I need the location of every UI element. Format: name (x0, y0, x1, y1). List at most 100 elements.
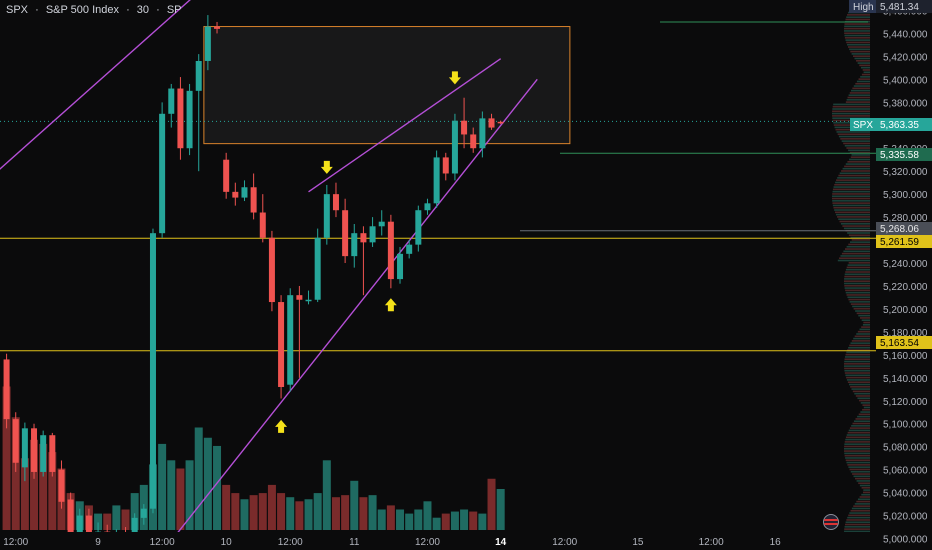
volume-bar (304, 499, 313, 530)
high-tag-text: High (853, 2, 874, 13)
profile-bar (858, 314, 870, 317)
profile-bar (845, 521, 870, 524)
candle-body (159, 113, 166, 234)
level-1-text: 5,335.58 (880, 150, 919, 161)
profile-bar (847, 14, 870, 16)
volume-bar (130, 493, 139, 530)
profile-bar (844, 144, 870, 147)
candle-body (397, 253, 404, 280)
volume-bar (295, 501, 304, 530)
profile-bar (844, 23, 870, 25)
price-axis[interactable]: 5,000.000 5,020.000 5,040.000 5,060.000 5,08… (876, 0, 932, 550)
profile-bar (856, 333, 870, 335)
signal-arrows (275, 71, 461, 433)
profile-bar (833, 186, 870, 188)
profile-bar (846, 41, 870, 44)
profile-bar (849, 92, 870, 94)
profile-bar (844, 27, 870, 30)
profile-bar (832, 202, 870, 204)
profile-bar (857, 415, 870, 418)
volume-bar (2, 386, 11, 530)
profile-bar (863, 489, 870, 491)
volume-bar (396, 509, 405, 530)
volume-bar (94, 513, 103, 530)
profile-bar (847, 161, 870, 163)
profile-bar (850, 236, 870, 239)
profile-bar (852, 390, 870, 393)
candle-body (433, 157, 440, 204)
volume-bar (478, 513, 487, 530)
candle-body (406, 244, 413, 254)
volume-bar (185, 460, 194, 530)
profile-bar (844, 441, 870, 443)
profile-bar (855, 477, 870, 480)
profile-bar (844, 275, 870, 278)
profile-bar (846, 266, 870, 269)
profile-bar (850, 303, 870, 305)
candle-body (40, 435, 47, 472)
candle-body (49, 435, 56, 472)
profile-bar (841, 140, 870, 142)
profile-bar (848, 346, 870, 349)
arrow-up-icon (384, 298, 397, 312)
profile-bar (847, 43, 870, 46)
profile-bar (854, 57, 870, 60)
profile-bar (845, 457, 870, 459)
profile-bar (837, 177, 870, 179)
profile-bar (832, 110, 870, 113)
profile-bar (845, 268, 870, 271)
profile-bar (846, 519, 870, 521)
profile-bar (832, 115, 870, 117)
profile-bar (848, 429, 870, 432)
profile-bar (854, 503, 870, 505)
candle-body (3, 359, 10, 420)
profile-bar (845, 459, 870, 462)
profile-bar (832, 204, 870, 207)
time-axis[interactable]: 12:00 9 12:00 10 12:00 11 12:00 14 12:00 15 12:00 1… (0, 532, 876, 550)
profile-bar (863, 406, 870, 409)
profile-bar (859, 328, 870, 331)
candle-body (278, 302, 285, 387)
candle-body (332, 194, 339, 211)
profile-bar (859, 484, 870, 487)
candle-body (232, 191, 239, 198)
volume-bar (267, 484, 276, 530)
profile-bar (859, 64, 870, 67)
time-tick-label: 12:00 (699, 537, 724, 548)
profile-bar (851, 388, 870, 390)
symbol-label: SPX (6, 4, 29, 16)
profile-bar (853, 55, 870, 57)
us-flag-icon[interactable] (823, 514, 839, 530)
profile-bar (850, 89, 870, 92)
profile-bar (847, 96, 870, 99)
profile-bar (832, 108, 870, 110)
volume-bar (450, 511, 459, 530)
profile-bar (844, 372, 870, 374)
price-tick-label: 5,320.000 (883, 167, 928, 178)
profile-bar (853, 337, 870, 340)
volume-bar (11, 417, 20, 530)
profile-bar (856, 312, 870, 315)
profile-bar (847, 349, 870, 351)
profile-bar (841, 252, 870, 255)
profile-bar (844, 358, 870, 361)
profile-bar (844, 284, 870, 287)
profile-bar (845, 101, 870, 103)
profile-bar (860, 66, 870, 69)
profile-bar (835, 213, 870, 216)
volume-bar (386, 505, 395, 530)
volume-bar (322, 460, 331, 530)
candle-body (241, 187, 248, 198)
profile-bar (849, 158, 870, 161)
volume-bar (350, 480, 359, 530)
profile-bar (832, 112, 870, 115)
profile-bar (832, 200, 870, 202)
level-4-text: 5,163.54 (880, 338, 919, 349)
profile-bar (833, 103, 870, 106)
candle-body (214, 26, 221, 29)
profile-bar (851, 425, 870, 427)
volume-bar (158, 443, 167, 530)
profile-bar (856, 59, 870, 62)
candle-body (223, 159, 230, 192)
